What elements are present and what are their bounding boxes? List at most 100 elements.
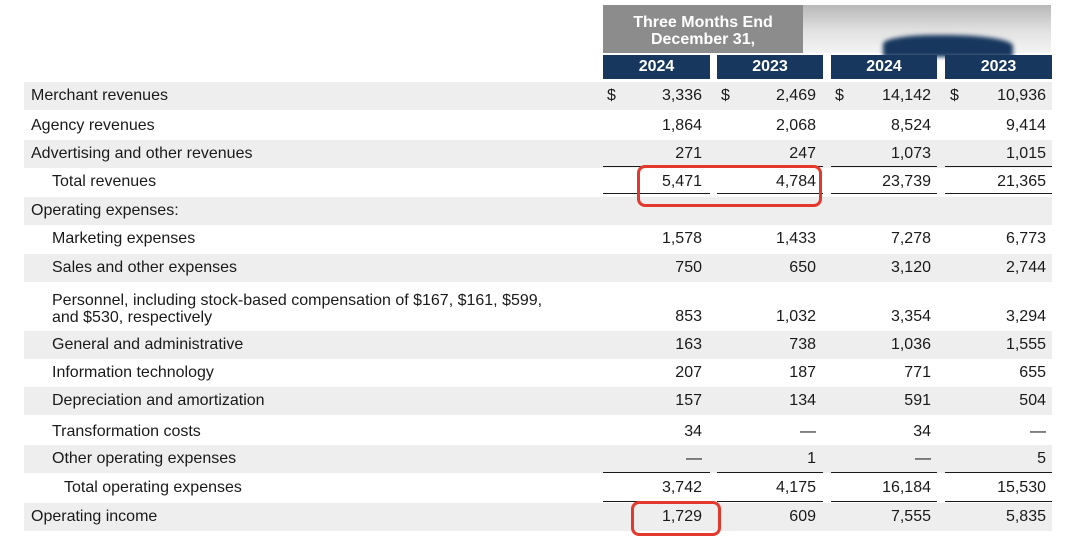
year-header-q-2023: 2023 — [717, 55, 823, 79]
highlight-operating-income — [631, 501, 721, 536]
currency-symbol: $ — [721, 87, 730, 104]
cell-value: 1,729 — [661, 508, 702, 525]
cell-value: 5,835 — [1005, 508, 1046, 525]
table-row: Depreciation and amortization 157 134 59… — [24, 387, 1052, 415]
year-header-q-2024: 2024 — [603, 55, 710, 79]
cell-value: 5 — [1037, 450, 1046, 467]
header-smudge-blob — [883, 35, 1013, 57]
cell-value: 157 — [675, 392, 702, 409]
header-smudge — [803, 5, 1051, 57]
row-label: Transformation costs — [52, 423, 201, 440]
table-row: Merchant revenues $ 3,336 $ 2,469 $ 14,1… — [24, 82, 1052, 110]
row-label: Agency revenues — [31, 117, 155, 134]
subtotal-rule — [717, 501, 823, 502]
year-header-fy-2024: 2024 — [831, 55, 937, 79]
table-row: Marketing expenses 1,578 1,433 7,278 6,7… — [24, 225, 1052, 253]
header-band — [603, 5, 803, 53]
table-row: Total operating expenses 3,742 4,175 16,… — [24, 474, 1052, 502]
table-row: Other operating expenses — 1 — 5 — [24, 445, 1052, 473]
cell-value: 4,784 — [775, 173, 816, 190]
cell-value: 504 — [1019, 392, 1046, 409]
row-label: Operating income — [31, 508, 158, 525]
cell-value: 1,433 — [775, 230, 816, 247]
subtotal-rule — [831, 166, 937, 167]
subtotal-rule — [831, 501, 937, 502]
cell-value: 1 — [807, 450, 816, 467]
cell-value: — — [686, 450, 702, 467]
cell-value: 2,744 — [1005, 259, 1046, 276]
currency-symbol: $ — [950, 87, 959, 104]
table-row: Transformation costs 34 — 34 — — [24, 418, 1052, 446]
cell-value: 738 — [789, 336, 816, 353]
cell-value: 2,068 — [775, 117, 816, 134]
subtotal-rule — [945, 501, 1052, 502]
cell-value: — — [1030, 423, 1046, 440]
cell-value: — — [800, 423, 816, 440]
cell-value: 163 — [675, 336, 702, 353]
cell-value: 134 — [789, 392, 816, 409]
table-row: Operating expenses: — [24, 197, 1052, 225]
cell-value: 3,120 — [890, 259, 931, 276]
cell-value: 1,578 — [661, 230, 702, 247]
table-row: Operating income 1,729 609 7,555 5,835 — [24, 503, 1052, 531]
cell-value: 247 — [789, 145, 816, 162]
table-row: Total revenues 5,471 4,784 23,739 21,365 — [24, 168, 1052, 196]
cell-value: 10,936 — [997, 87, 1046, 104]
table-row: General and administrative 163 738 1,036… — [24, 331, 1052, 359]
cell-value: 1,015 — [1005, 145, 1046, 162]
row-label: Sales and other expenses — [52, 259, 238, 276]
row-label-line1: Personnel, including stock-based compens… — [52, 292, 543, 309]
cell-value: 609 — [789, 508, 816, 525]
cell-value: 591 — [904, 392, 931, 409]
period-header: Three Months End December 31, — [603, 14, 803, 48]
table-row: Information technology 207 187 771 655 — [24, 359, 1052, 387]
cell-value: 7,555 — [890, 508, 931, 525]
cell-value: 6,773 — [1005, 230, 1046, 247]
currency-symbol: $ — [835, 87, 844, 104]
cell-value: 3,742 — [661, 479, 702, 496]
cell-value: 1,032 — [775, 308, 816, 325]
cell-value: 5,471 — [661, 173, 702, 190]
row-label: General and administrative — [52, 336, 244, 353]
row-label: Other operating expenses — [52, 450, 237, 467]
cell-value: 34 — [913, 423, 931, 440]
row-label: Depreciation and amortization — [52, 392, 265, 409]
table-row: Personnel, including stock-based compens… — [24, 284, 1052, 330]
cell-value: 3,336 — [661, 87, 702, 104]
highlight-total-revenues — [637, 165, 822, 207]
section-label: Operating expenses: — [31, 202, 179, 219]
period-header-line1: Three Months End — [633, 14, 773, 31]
subtotal-rule — [831, 472, 937, 473]
subtotal-rule — [603, 472, 710, 473]
currency-symbol: $ — [607, 87, 616, 104]
row-label: Merchant revenues — [31, 87, 168, 104]
subtotal-rule — [717, 472, 823, 473]
cell-value: 1,864 — [661, 117, 702, 134]
cell-value: 3,294 — [1005, 308, 1046, 325]
row-label-line2: and $530, respectively — [52, 309, 213, 326]
cell-value: 1,073 — [890, 145, 931, 162]
cell-value: 3,354 — [890, 308, 931, 325]
cell-value: 187 — [789, 364, 816, 381]
cell-value: 23,739 — [882, 173, 931, 190]
cell-value: 771 — [904, 364, 931, 381]
cell-value: 655 — [1019, 364, 1046, 381]
year-header-fy-2023: 2023 — [945, 55, 1052, 79]
cell-value: 750 — [675, 259, 702, 276]
cell-value: 2,469 — [775, 87, 816, 104]
table-row: Sales and other expenses 750 650 3,120 2… — [24, 254, 1052, 282]
row-label: Advertising and other revenues — [31, 145, 253, 162]
cell-value: 15,530 — [997, 479, 1046, 496]
row-label: Marketing expenses — [52, 230, 196, 247]
cell-value: 14,142 — [882, 87, 931, 104]
subtotal-rule — [945, 472, 1052, 473]
cell-value: 7,278 — [890, 230, 931, 247]
table-row: Agency revenues 1,864 2,068 8,524 9,414 — [24, 112, 1052, 140]
cell-value: 853 — [675, 308, 702, 325]
cell-value: 650 — [789, 259, 816, 276]
row-label: Total revenues — [52, 173, 157, 190]
subtotal-rule — [945, 166, 1052, 167]
cell-value: 271 — [675, 145, 702, 162]
cell-value: 21,365 — [997, 173, 1046, 190]
cell-value: 34 — [684, 423, 702, 440]
